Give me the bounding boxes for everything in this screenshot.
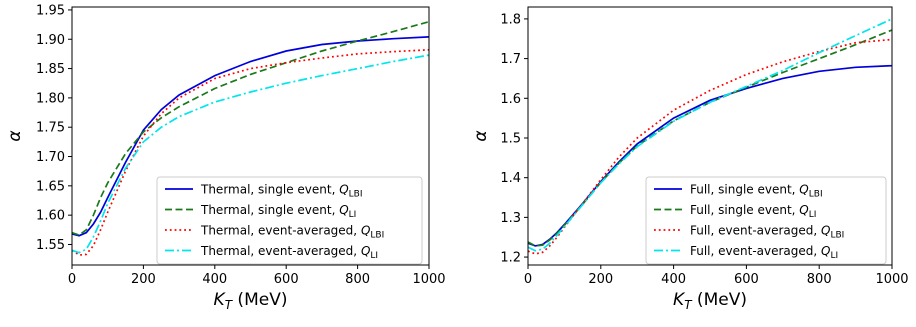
x-tick-label: 0 <box>68 272 76 287</box>
chart-panel-1: 0 200 400 600 800 1000 1.55 1.60 1.65 1.70 1.75 1.8… <box>5 3 446 312</box>
y-axis-label: α <box>471 130 491 141</box>
y-tick-label: 1.3 <box>500 211 521 226</box>
x-tick-label: 800 <box>807 272 832 287</box>
y-tick-label: 1.8 <box>500 12 521 27</box>
y-axis-label: α <box>5 130 25 141</box>
y-tick-label: 1.60 <box>36 209 65 224</box>
y-tick-label: 1.80 <box>36 91 65 106</box>
x-axis-label: KT (MeV) <box>214 290 288 312</box>
y-tick-label: 1.7 <box>500 52 521 67</box>
x-tick-label: 1000 <box>412 272 445 287</box>
x-tick-label: 200 <box>588 272 613 287</box>
y-tick-label: 1.4 <box>500 171 521 186</box>
x-tick-label: 400 <box>202 272 227 287</box>
y-tick-label: 1.6 <box>500 92 521 107</box>
y-tick-label: 1.70 <box>36 150 65 165</box>
x-tick-label: 0 <box>524 272 532 287</box>
y-tick-label: 1.2 <box>500 251 521 266</box>
y-tick-label: 1.5 <box>500 131 521 146</box>
y-tick-label: 1.65 <box>36 179 65 194</box>
y-tick-label: 1.95 <box>36 3 65 18</box>
x-tick-label: 1000 <box>875 272 908 287</box>
x-tick-label: 600 <box>734 272 759 287</box>
y-tick-label: 1.90 <box>36 33 65 48</box>
chart-panel-2: 0 200 400 600 800 1000 1.2 1.3 1.4 1.5 1.6 1.7 1.8 KT… <box>471 7 909 312</box>
x-tick-label: 400 <box>661 272 686 287</box>
x-axis-label: KT (MeV) <box>673 290 747 312</box>
x-tick-label: 600 <box>274 272 299 287</box>
y-tick-label: 1.75 <box>36 121 65 136</box>
y-tick-label: 1.55 <box>36 238 65 253</box>
x-tick-label: 800 <box>345 272 370 287</box>
x-tick-label: 200 <box>131 272 156 287</box>
y-tick-label: 1.85 <box>36 62 65 77</box>
